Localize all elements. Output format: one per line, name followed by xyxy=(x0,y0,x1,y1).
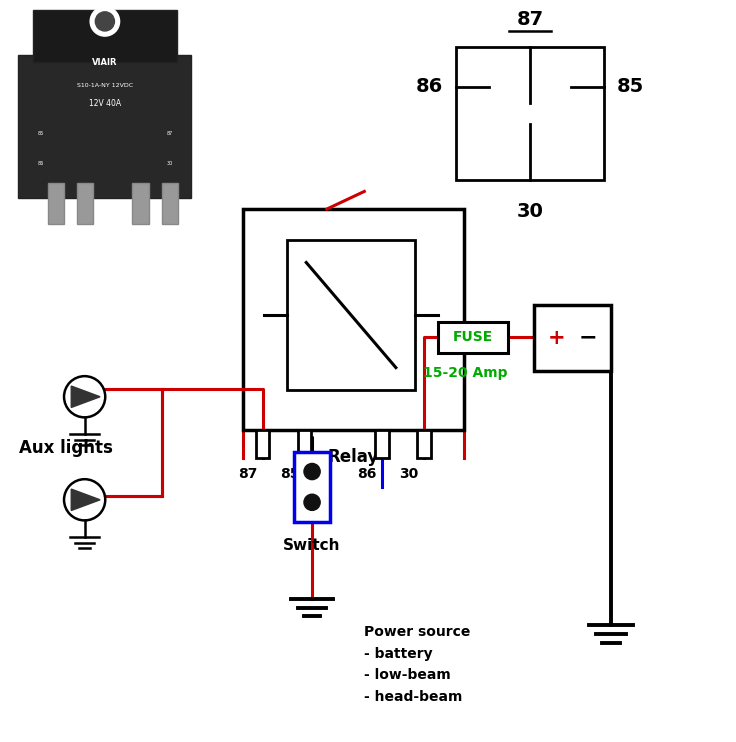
Text: 85: 85 xyxy=(617,77,644,96)
Text: 86: 86 xyxy=(416,77,443,96)
Text: 30: 30 xyxy=(517,202,543,220)
Circle shape xyxy=(64,376,105,417)
Bar xyxy=(456,47,604,180)
Bar xyxy=(294,452,330,522)
Text: VIAIR: VIAIR xyxy=(92,58,118,67)
Bar xyxy=(375,430,389,458)
Text: 85: 85 xyxy=(38,131,43,137)
Bar xyxy=(243,209,464,430)
Circle shape xyxy=(96,12,115,31)
Polygon shape xyxy=(71,386,100,407)
Text: 30: 30 xyxy=(166,162,172,166)
Text: Power source
- battery
- low-beam
- head-beam: Power source - battery - low-beam - head… xyxy=(364,625,471,704)
Bar xyxy=(77,183,93,224)
Text: 87: 87 xyxy=(517,10,543,29)
Circle shape xyxy=(64,479,105,520)
Bar xyxy=(33,10,177,62)
Text: 30: 30 xyxy=(400,467,419,482)
Text: +: + xyxy=(548,328,565,348)
Text: FUSE: FUSE xyxy=(453,330,493,344)
Text: Relay: Relay xyxy=(328,448,379,466)
Bar xyxy=(287,240,415,390)
Bar xyxy=(534,305,611,371)
Circle shape xyxy=(304,464,320,479)
Bar xyxy=(298,430,311,458)
Bar xyxy=(417,430,431,458)
Circle shape xyxy=(90,7,119,36)
Text: 15-20 Amp: 15-20 Amp xyxy=(423,366,508,380)
Text: −: − xyxy=(578,328,597,348)
Circle shape xyxy=(304,494,320,510)
Bar xyxy=(162,183,178,224)
Bar xyxy=(256,430,269,458)
Text: 85: 85 xyxy=(280,467,300,482)
Bar xyxy=(48,183,64,224)
Bar xyxy=(132,183,149,224)
Text: 12V 40A: 12V 40A xyxy=(89,99,121,108)
Bar xyxy=(18,54,191,198)
Text: Aux lights: Aux lights xyxy=(19,439,113,457)
Text: 87: 87 xyxy=(166,131,172,137)
Text: 86: 86 xyxy=(38,162,43,166)
Polygon shape xyxy=(71,489,100,510)
Text: Switch: Switch xyxy=(283,538,341,553)
Text: 86: 86 xyxy=(358,467,377,482)
Text: 87: 87 xyxy=(238,467,258,482)
Bar xyxy=(438,322,508,352)
Text: S10-1A-NY 12VDC: S10-1A-NY 12VDC xyxy=(77,82,133,88)
